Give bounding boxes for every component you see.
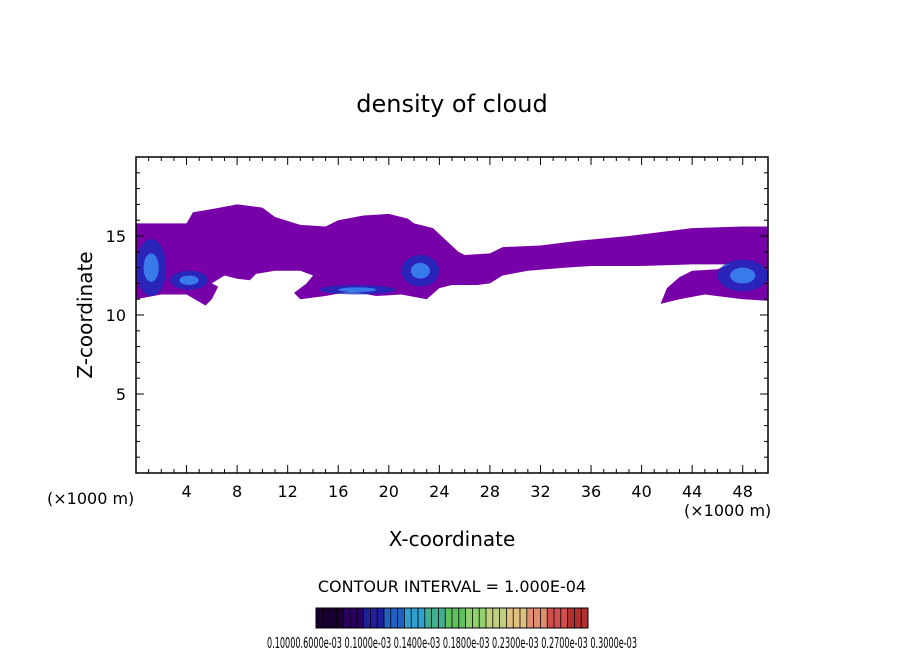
colorbar-swatch xyxy=(370,608,378,628)
x-tick-label: 36 xyxy=(581,482,601,501)
colorbar-swatch xyxy=(513,608,520,628)
colorbar-swatch xyxy=(547,608,554,628)
colorbar-swatch xyxy=(526,608,534,628)
colorbar-swatch xyxy=(567,608,575,628)
colorbar xyxy=(315,607,589,629)
contour-interval-label: CONTOUR INTERVAL = 1.000E-04 xyxy=(318,577,586,596)
x-unit-left: (×1000 m) xyxy=(47,489,134,508)
colorbar-swatch xyxy=(506,608,514,628)
colorbar-swatch xyxy=(492,608,500,628)
x-axis-label: X-coordinate xyxy=(389,527,516,551)
colorbar-swatch xyxy=(350,608,357,628)
colorbar-swatch xyxy=(533,608,541,628)
colorbar-swatch xyxy=(574,608,582,628)
dense-peak-west-edge-core xyxy=(143,253,159,282)
dense-peak-west-tail xyxy=(179,275,199,285)
colorbar-swatch xyxy=(540,608,548,628)
colorbar-swatch xyxy=(452,608,459,628)
colorbar-swatch xyxy=(560,608,568,628)
colorbar-swatch xyxy=(397,608,405,628)
chart-title: density of cloud xyxy=(356,90,547,118)
colorbar-swatch xyxy=(316,608,323,628)
colorbar-swatch xyxy=(431,608,439,628)
y-axis-label: Z-coordinate xyxy=(73,251,97,378)
x-tick-label: 48 xyxy=(733,482,753,501)
colorbar-swatch xyxy=(377,608,384,628)
colorbar-swatch xyxy=(438,608,446,628)
x-tick-label: 16 xyxy=(328,482,348,501)
colorbar-swatch xyxy=(390,608,398,628)
colorbar-swatch xyxy=(465,608,473,628)
y-tick-label: 10 xyxy=(106,306,126,325)
colorbar-swatch xyxy=(424,608,432,628)
colorbar-swatch xyxy=(336,608,344,628)
colorbar-swatch xyxy=(479,608,486,628)
colorbar-swatch xyxy=(322,608,330,628)
dense-peak-mid-band xyxy=(338,287,377,293)
colorbar-swatch xyxy=(499,608,507,628)
x-tick-label: 8 xyxy=(232,482,242,501)
colorbar-swatch xyxy=(458,608,466,628)
colorbar-swatch xyxy=(472,608,480,628)
colorbar-swatch xyxy=(520,608,527,628)
colorbar-swatch xyxy=(384,608,391,628)
colorbar-labels: 0.10000.6000e-03 0.1000e-03 0.1400e-03 0… xyxy=(267,634,637,652)
colorbar-frame xyxy=(315,607,589,629)
colorbar-swatch xyxy=(411,608,418,628)
colorbar-swatch xyxy=(581,608,588,628)
y-tick-label: 15 xyxy=(106,227,126,246)
colorbar-swatch xyxy=(486,608,493,628)
colorbar-swatch xyxy=(329,608,337,628)
cloud-region-main-cloud-west xyxy=(136,204,768,306)
x-unit-right: (×1000 m) xyxy=(684,501,771,520)
colorbar-swatch xyxy=(445,608,452,628)
y-tick-label: 5 xyxy=(116,385,126,404)
dense-peak-center-core xyxy=(410,262,430,279)
x-tick-label: 32 xyxy=(530,482,550,501)
x-tick-label: 24 xyxy=(429,482,449,501)
colorbar-swatch xyxy=(343,608,350,628)
x-tick-label: 44 xyxy=(682,482,702,501)
colorbar-swatch xyxy=(356,608,364,628)
colorbar-swatch xyxy=(363,608,371,628)
plot-frame xyxy=(135,156,769,474)
x-tick-label: 28 xyxy=(480,482,500,501)
x-tick-label: 20 xyxy=(379,482,399,501)
cloud-field xyxy=(136,204,768,306)
colorbar-swatch xyxy=(404,608,412,628)
x-tick-label: 40 xyxy=(631,482,651,501)
x-tick-label: 4 xyxy=(181,482,191,501)
colorbar-swatch xyxy=(554,608,561,628)
dense-peak-east-edge-core xyxy=(730,267,756,284)
x-tick-label: 12 xyxy=(278,482,298,501)
colorbar-swatch xyxy=(418,608,425,628)
